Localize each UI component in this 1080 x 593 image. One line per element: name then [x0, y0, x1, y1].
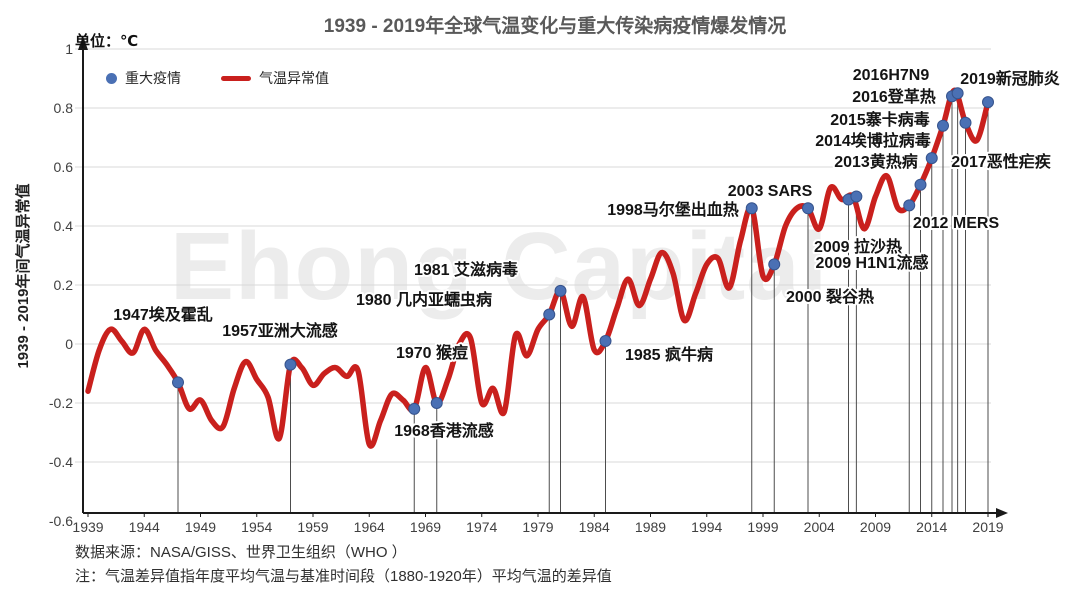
epidemic-dot [925, 152, 938, 165]
event-label: 1957亚洲大流感 [222, 321, 338, 340]
event-label: 1947埃及霍乱 [113, 305, 213, 324]
epidemic-dot [599, 335, 612, 348]
event-label: 2017恶性疟疾 [951, 152, 1051, 171]
temperature-anomaly-curve [85, 87, 991, 449]
epidemic-dot [745, 202, 758, 215]
y-axis-label: 0.6 [54, 159, 74, 175]
event-label: 1998马尔堡出血热 [607, 200, 739, 219]
x-axis-label: 2014 [916, 519, 947, 535]
x-axis-label: 1994 [691, 519, 722, 535]
legend-epidemic-label: 重大疫情 [125, 70, 181, 86]
x-axis-label: 1984 [579, 519, 610, 535]
x-axis-label: 1989 [635, 519, 666, 535]
y-axis-label: -0.6 [49, 513, 73, 529]
epidemic-dot [850, 190, 863, 203]
epidemic-dot [959, 116, 972, 129]
event-label: 2012 MERS [913, 215, 1000, 232]
event-label: 1970 猴痘 [396, 343, 468, 362]
unit-label: 单位：℃ [75, 33, 139, 50]
epidemic-dot [408, 402, 421, 415]
y-axis-label: -0.4 [49, 454, 73, 470]
x-axis-label: 1939 [72, 519, 103, 535]
event-label: 2015寨卡病毒 [830, 110, 930, 129]
x-axis-label: 1969 [410, 519, 441, 535]
event-label: 2019新冠肺炎 [960, 69, 1060, 88]
x-axis-label: 1974 [466, 519, 497, 535]
event-label: 2003 SARS [728, 183, 813, 200]
event-label: 2009 拉沙热 [814, 237, 902, 256]
y-axis-arrow-icon [78, 36, 88, 50]
event-label: 2014埃博拉病毒 [815, 131, 931, 150]
event-label: 2000 裂谷热 [786, 287, 874, 306]
epidemic-dot [982, 96, 994, 109]
epidemic-dot [172, 376, 184, 389]
event-label: 1985 疯牛病 [625, 345, 713, 364]
y-axis-label: 0.4 [54, 218, 74, 234]
epidemic-dot [543, 308, 556, 321]
event-label: 1968香港流感 [394, 421, 494, 440]
y-axis-title: 1939 - 2019年间气温异常值 [15, 183, 32, 369]
y-axis-label: 0 [65, 336, 73, 352]
epidemic-dot [802, 202, 814, 215]
y-axis-label: 0.2 [54, 277, 74, 293]
event-label: 2016H7N9 [853, 67, 930, 84]
legend: 重大疫情 气温异常值 [106, 68, 329, 88]
event-label: 2013黄热病 [834, 152, 918, 171]
event-label: 1981 艾滋病毒 [414, 260, 518, 279]
x-axis-label: 2019 [972, 519, 1003, 535]
y-axis-label: 0.8 [54, 100, 74, 116]
epidemic-dot [430, 397, 443, 409]
legend-anomaly-label: 气温异常值 [259, 70, 329, 86]
x-axis-label: 2004 [804, 519, 835, 535]
x-axis-label: 1959 [297, 519, 328, 535]
y-axis-label: 1 [65, 41, 73, 57]
epidemic-dot [284, 358, 297, 371]
x-axis-label: 1964 [354, 519, 385, 535]
event-label: 2016登革热 [852, 87, 936, 106]
event-label: 2009 H1N1流感 [816, 253, 929, 272]
watermark-text: Ehong Capital [170, 213, 829, 320]
x-axis-label: 1949 [185, 519, 216, 535]
x-axis-label: 2009 [860, 519, 891, 535]
epidemic-dot [951, 87, 964, 100]
x-axis-label: 1999 [747, 519, 778, 535]
data-source-text: 数据来源：NASA/GISS、世界卫生组织（WHO ） [75, 544, 407, 561]
event-label: 1980 几内亚蠕虫病 [356, 290, 492, 309]
x-axis-arrow-icon [996, 508, 1008, 518]
epidemic-dot [937, 119, 949, 132]
legend-anomaly-line-icon [221, 75, 251, 81]
chart-title: 1939 - 2019年全球气温变化与重大传染病疫情爆发情况 [323, 16, 787, 37]
legend-epidemic-dot-icon [106, 72, 117, 84]
y-axis-label: -0.2 [49, 395, 73, 411]
epidemic-dot [554, 284, 567, 297]
note-text: 注：气温差异值指年度平均气温与基准时间段（1880-1920年）平均气温的差异值 [75, 568, 612, 585]
epidemic-dot [914, 178, 927, 191]
x-axis-label: 1944 [129, 519, 160, 535]
x-axis-label: 1979 [522, 519, 553, 535]
x-axis-label: 1954 [241, 519, 272, 535]
epidemic-dot [903, 199, 916, 212]
epidemic-dot [768, 258, 781, 271]
